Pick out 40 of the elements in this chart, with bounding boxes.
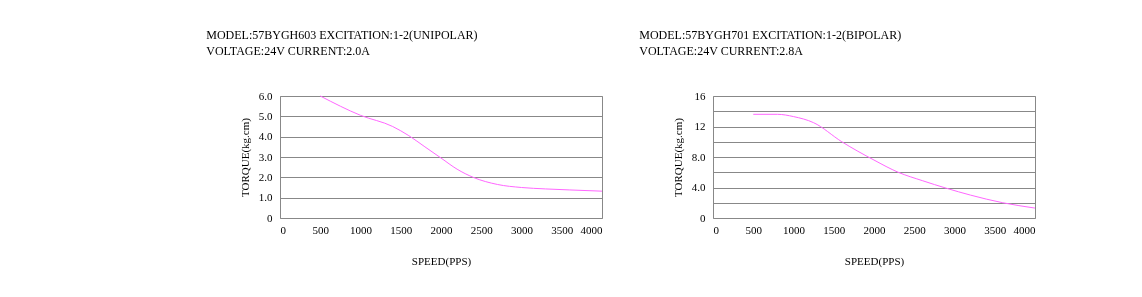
x-tick-label: 1000 (350, 223, 373, 236)
y-tick-label: 6.0 (258, 89, 273, 102)
x-tick-label: 1000 (783, 223, 806, 236)
y-tick-label: 0 (267, 211, 273, 224)
y-tick-label: 4.0 (258, 130, 273, 143)
y-tick-label: 0 (700, 211, 706, 224)
y-axis-title: TORQUE(kg.cm) (238, 117, 252, 197)
x-tick-label: 3500 (551, 223, 574, 236)
x-tick-label: 3500 (984, 223, 1007, 236)
y-tick-label: 1.0 (258, 191, 273, 204)
line-series (752, 113, 1036, 209)
x-tick-label: 0 (280, 223, 287, 236)
chart-title: MODEL:57BYGH701 EXCITATION:1-2(BIPOLAR) (639, 28, 902, 42)
x-axis-title: SPEED(PPS) (844, 254, 905, 268)
y-axis-title: TORQUE(kg.cm) (671, 117, 685, 197)
y-tick-label: 8.0 (691, 150, 706, 163)
x-tick-label: 2000 (863, 223, 886, 236)
x-tick-label: 2500 (470, 223, 494, 236)
x-tick-label: 500 (312, 223, 330, 236)
x-tick-label: 1500 (823, 223, 846, 236)
chart-subtitle: VOLTAGE:24V CURRENT:2.0A (206, 44, 371, 58)
x-tick-label: 1500 (390, 223, 413, 236)
x-axis-title: SPEED(PPS) (411, 254, 472, 268)
line-series (319, 95, 603, 192)
x-tick-label: 2500 (903, 223, 927, 236)
x-tick-label: 2000 (430, 223, 453, 236)
x-tick-label: 4000 (1013, 223, 1036, 236)
x-tick-label: 500 (745, 223, 763, 236)
y-tick-label: 3.0 (258, 150, 273, 163)
x-tick-label: 3000 (511, 223, 534, 236)
x-tick-label: 4000 (580, 223, 603, 236)
chart-subtitle: VOLTAGE:24V CURRENT:2.8A (639, 44, 804, 58)
x-tick-label: 3000 (944, 223, 967, 236)
chart-title: MODEL:57BYGH603 EXCITATION:1-2(UNIPOLAR) (206, 28, 478, 42)
x-tick-label: 0 (713, 223, 720, 236)
y-tick-label: 12 (694, 120, 706, 132)
y-tick-label: 16 (694, 89, 706, 102)
y-tick-label: 2.0 (258, 170, 273, 183)
y-tick-label: 4.0 (691, 181, 706, 193)
y-tick-label: 5.0 (258, 109, 273, 122)
